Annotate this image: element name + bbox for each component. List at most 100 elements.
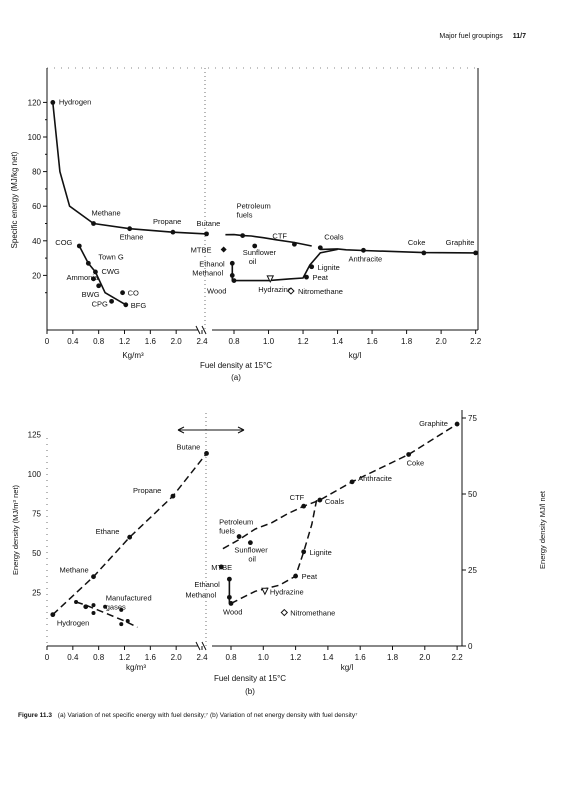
y-tick-label-right: 25 [468,566,477,575]
point-label-anthracite: Anthracite [358,474,392,483]
point-ctf [292,241,297,247]
point-lignite [309,264,315,270]
panel-label: (b) [245,687,255,696]
point-label-mtbe: MTBE [211,563,232,572]
x-tick-label: 2.0 [436,337,448,346]
point-bfg [123,302,129,308]
liquid-solid-dashed-line [222,423,458,550]
page-number: 11/7 [512,33,526,40]
x-unit-left: Kg/m³ [122,351,144,360]
point-coke [406,452,412,457]
point-label-butane: Butane [177,442,201,451]
x-tick-label: 1.6 [145,337,157,346]
x-tick-label: 0.4 [67,653,79,662]
y-tick-label-left: 75 [32,510,41,519]
point-propane [170,229,176,235]
x-tick-label: 0 [45,337,50,346]
x-tick-label: 0.8 [225,653,237,662]
y-tick-label: 80 [32,168,41,177]
x-unit-right: kg/l [349,351,362,360]
point-manufactured-gas [119,607,124,612]
point-label-methane: Methane [92,209,121,218]
point-label-manufactured-gases-line2: gases [106,603,126,612]
point-sunflower-oil [247,540,253,546]
y-tick-label-left: 50 [32,549,41,558]
point-sunflower-oil [252,243,258,249]
point-co [120,290,125,296]
x-tick-label: 2.0 [419,653,431,662]
gas-fuels-curve [52,102,207,235]
point-manufactured-gas [119,622,124,627]
x-tick-label: 2.4 [196,653,208,662]
y-tick-label: 120 [28,98,42,107]
point-label-graphite: Graphite [419,419,448,428]
point-label-sunflower-oil: Sunflower [234,546,268,555]
y-tick-label-left: 25 [32,589,41,598]
point-label-sunflower-oil-line2: oil [249,257,257,266]
point-propane [170,493,176,499]
point-label-ethanol: Ethanol [199,259,225,268]
x-tick-label: 1.2 [119,337,131,346]
point-manufactured-gas [91,603,96,608]
point-butane [204,231,209,237]
point-label-peat: Peat [302,572,318,581]
x-tick-label: 0 [45,653,50,662]
point-manufactured-gas [103,604,108,609]
x-tick-label: 1.4 [322,653,334,662]
point-petroleum-fuels [240,233,246,239]
point-manufactured-gas [74,599,79,604]
point-label-anthracite: Anthracite [348,254,382,263]
point-label-methanol: Methanol [185,590,216,599]
point-label-cwg: CWG [101,267,119,276]
manufactured-gases-dashed-line [75,601,138,628]
point-label-sunflower-oil-line2: oil [248,555,256,564]
chart-a-specific-energy: 20 40 60 80 100 120 0 0.4 0.8 1.2 1.6 2.0 2.4 0.8 1.0 1… [10,67,482,382]
point-label-ammonia: Ammonia [67,273,100,282]
point-label-cog: COG [55,238,72,247]
point-ethane [127,226,133,232]
x-tick-label: 2.0 [171,653,183,662]
y-tick-label-right: 75 [468,414,477,423]
point-label-ctf: CTF [272,231,287,240]
biofuel-curve [231,248,338,282]
point-manufactured-gas [91,611,96,616]
point-label-ctf: CTF [290,493,305,502]
point-label-hydrogen: Hydrogen [59,97,92,106]
point-label-lignite: Lignite [310,548,332,557]
point-petroleum-fuels [236,534,242,539]
y-axis-label-left: Energy density (MJ/m³ net) [11,484,20,575]
y-tick-label: 60 [32,202,41,211]
point-label-petroleum-fuels-line2: fuels [237,211,253,220]
point-label-coals: Coals [325,497,344,506]
point-label-nitromethane: Nitromethane [290,609,335,618]
point-nitromethane [280,608,289,617]
y-tick-label-left: 100 [28,470,42,479]
point-mtbe [220,246,227,253]
point-label-coke: Coke [408,238,426,247]
point-cog [76,243,82,249]
point-label-manufactured-gases: Manufactured [106,594,152,603]
point-label-coals: Coals [324,233,343,242]
point-label-hydrogen: Hydrogen [57,619,90,628]
figure-label: Figure 11.3 [18,712,52,719]
x-tick-label: 1.8 [387,653,399,662]
point-peat [293,573,298,579]
point-wood [231,278,237,283]
y-tick-label-left: 125 [28,431,42,440]
gas-fuels-dashed-line [52,453,208,616]
point-anthracite [361,247,366,253]
point-coals [317,245,323,251]
x-tick-label: 1.0 [263,337,275,346]
panel-label: (a) [231,373,241,382]
x-tick-label: 2.2 [452,653,464,662]
point-label-butane: Butane [197,219,221,228]
x-tick-label: 1.6 [355,653,367,662]
x-tick-label: 2.0 [171,337,183,346]
running-header: Major fuel groupings 11/7 [439,33,526,40]
point-butane [204,451,209,456]
y-tick-label: 40 [32,237,41,246]
figure-caption: Figure 11.3 (a) Variation of net specifi… [18,712,548,719]
point-label-peat: Peat [312,273,328,282]
point-label-methane: Methane [60,566,89,575]
point-label-graphite: Graphite [446,238,475,247]
